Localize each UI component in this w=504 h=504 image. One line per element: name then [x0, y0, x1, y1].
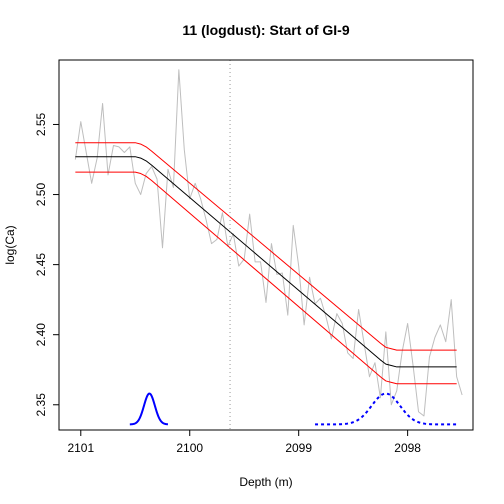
- y-tick-label: 2.55: [34, 112, 48, 136]
- onset-density-curve: [129, 392, 169, 426]
- fit-line: [75, 156, 457, 368]
- y-tick-label: 2.40: [34, 323, 48, 347]
- band-lower-line: [75, 171, 457, 385]
- chart-title: 11 (logdust): Start of GI-9: [182, 22, 349, 38]
- y-axis-label: log(Ca): [3, 225, 17, 264]
- y-tick-label: 2.35: [34, 393, 48, 417]
- band-upper-line: [75, 142, 457, 351]
- x-axis-label: Depth (m): [239, 475, 292, 489]
- x-axis: 2101 2100 2099 2098: [67, 430, 421, 455]
- x-tick-label: 2098: [394, 441, 421, 455]
- y-axis: 2.35 2.40 2.45 2.50 2.55: [34, 112, 59, 416]
- plot-area: [74, 60, 463, 430]
- y-tick-label: 2.45: [34, 253, 48, 277]
- x-tick-label: 2101: [67, 441, 94, 455]
- y-tick-label: 2.50: [34, 183, 48, 207]
- x-tick-label: 2099: [285, 441, 312, 455]
- plot-frame: [58, 59, 474, 431]
- x-tick-label: 2100: [176, 441, 203, 455]
